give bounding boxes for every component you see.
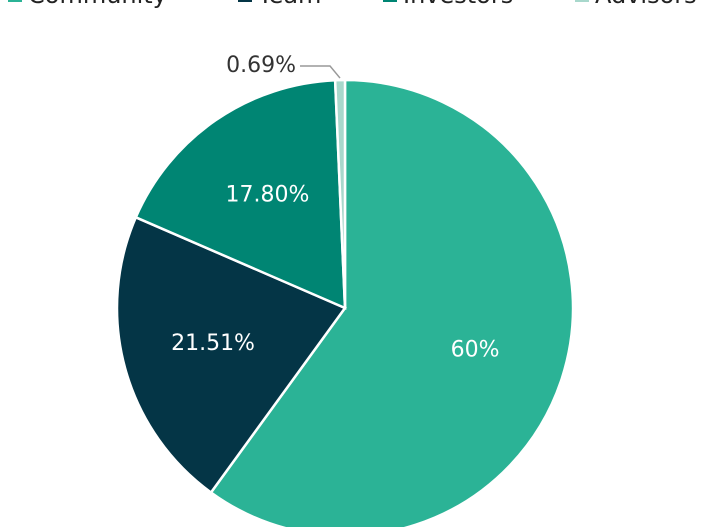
data-label: 0.69% — [226, 53, 296, 78]
data-label: 21.51% — [171, 331, 255, 356]
data-label: 17.80% — [226, 182, 310, 207]
pie-slice — [134, 78, 347, 310]
legend-label: Community — [28, 0, 167, 9]
legend-swatch — [238, 0, 252, 2]
legend-swatch — [8, 0, 22, 2]
pie-slice — [333, 78, 347, 309]
legend-swatch — [575, 0, 589, 2]
legend-label: Advisors — [595, 0, 697, 9]
leader-line — [300, 65, 341, 79]
legend-swatch — [383, 0, 397, 2]
data-label: 60% — [451, 337, 500, 362]
legend-label: Team — [257, 0, 321, 9]
pie-slice — [209, 78, 575, 527]
pie-slice — [115, 215, 347, 495]
legend-label: Investors — [403, 0, 513, 9]
